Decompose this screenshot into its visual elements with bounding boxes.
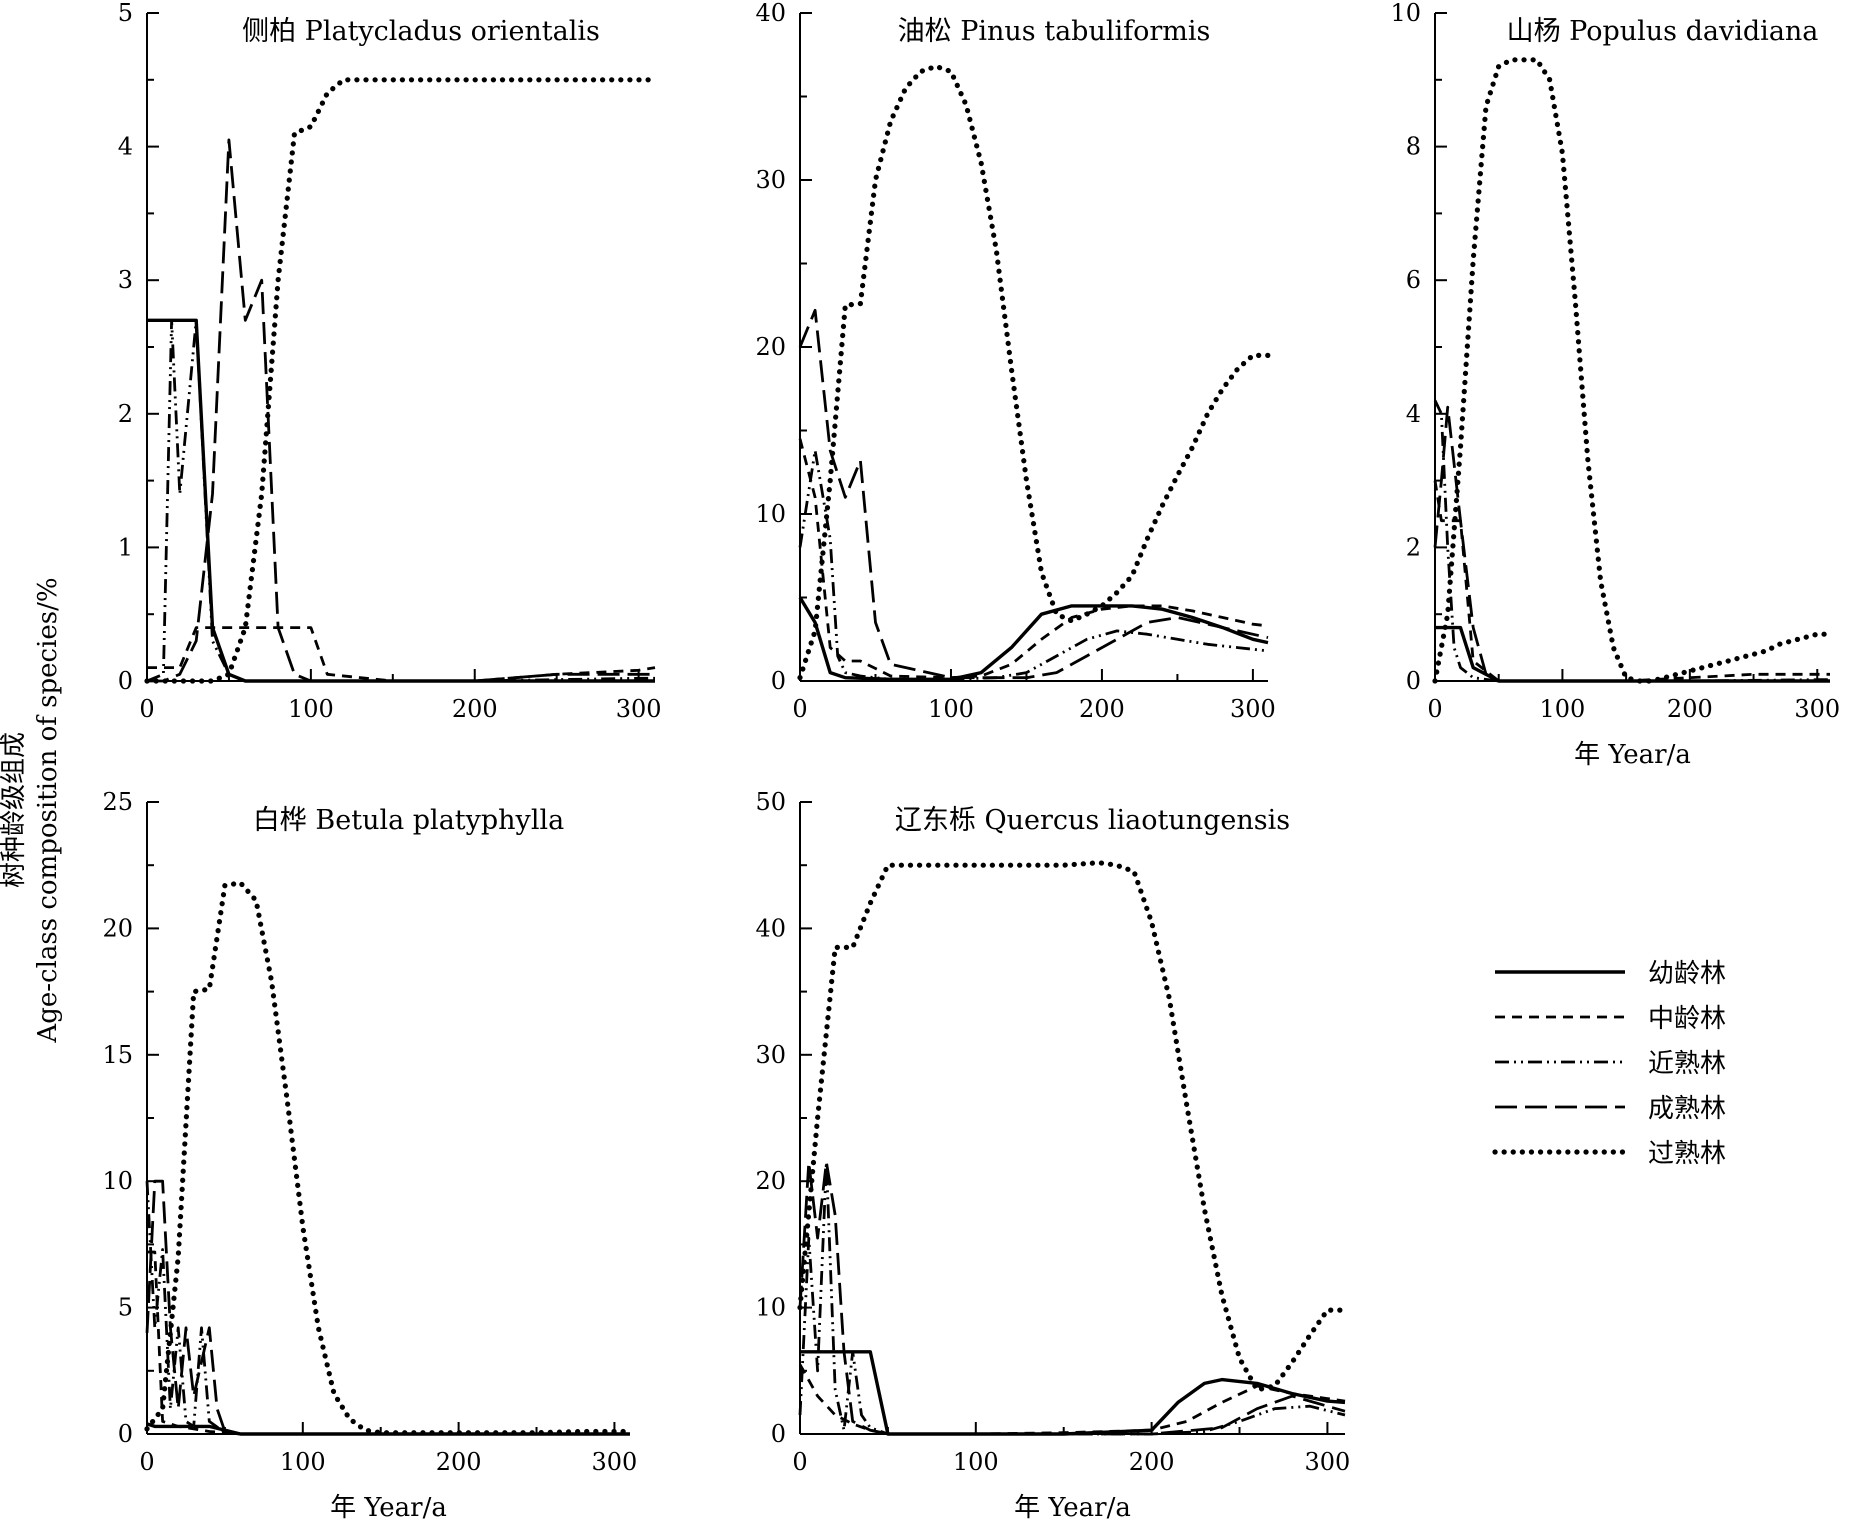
x-tick-label: 0	[139, 695, 154, 723]
y-tick-label: 15	[102, 1041, 133, 1069]
y-tick-label: 40	[755, 914, 786, 942]
legend-item: 成熟林	[1495, 1094, 1726, 1124]
y-tick-label: 0	[771, 667, 786, 695]
y-tick-label: 40	[755, 0, 786, 27]
y-tick-label: 10	[1390, 0, 1421, 27]
y-tick-label: 4	[1406, 400, 1421, 428]
y-tick-label: 20	[102, 914, 133, 942]
legend-label: 幼龄林	[1648, 959, 1726, 989]
y-tick-label: 10	[102, 1167, 133, 1195]
y-tick-label: 2	[118, 400, 133, 428]
y-tick-label: 10	[755, 1294, 786, 1322]
y-tick-label: 30	[755, 1041, 786, 1069]
x-tick-label: 0	[792, 1448, 807, 1476]
x-tick-label: 200	[1079, 695, 1125, 723]
chart-panel-1: 0 1 2 3 4 5 0 100 200 300 侧柏 Platycladus orientali…	[118, 0, 662, 723]
series-line-middle	[798, 1363, 1346, 1436]
y-tick-label: 3	[118, 266, 133, 294]
y-tick-label: 0	[118, 1420, 133, 1448]
series-line-middle	[147, 1250, 630, 1436]
y-axis-title-en: Age-class composition of species/%	[33, 577, 63, 1043]
panel-title: 辽东栎 Quercus liaotungensis	[895, 805, 1290, 836]
series-line-mature	[145, 1179, 630, 1436]
chart-panel-4: 0 5 10 15 20 25 0 100 200 300 白桦 Betula platyphyll…	[102, 788, 637, 1523]
y-axis-title-cn: 树种龄级组成	[0, 732, 29, 888]
x-tick-label: 200	[1129, 1448, 1175, 1476]
x-tick-label: 300	[1305, 1448, 1351, 1476]
chart-panel-5: 0 10 20 30 40 50 0 100 200 300 辽东栎 Quercus liaotun…	[755, 788, 1350, 1523]
series-line-near-mature	[145, 1181, 630, 1436]
x-axis-title: 年 Year/a	[330, 1493, 447, 1523]
x-tick-label: 100	[280, 1448, 326, 1476]
x-tick-label: 100	[928, 695, 974, 723]
y-tick-label: 20	[755, 1167, 786, 1195]
y-tick-label: 50	[755, 788, 786, 816]
y-tick-label: 4	[118, 133, 133, 161]
x-tick-label: 200	[1667, 695, 1713, 723]
series-line-near-mature	[1433, 399, 1830, 683]
y-tick-label: 1	[118, 533, 133, 561]
x-tick-label: 200	[436, 1448, 482, 1476]
x-tick-label: 0	[792, 695, 807, 723]
y-tick-label: 0	[771, 1420, 786, 1448]
legend-item: 中龄林	[1495, 1004, 1726, 1034]
series-line-near-mature	[798, 1160, 1346, 1436]
panel-title: 山杨 Populus davidiana	[1507, 16, 1819, 47]
chart-panel-2: 0 10 20 30 40 0 100 200 300 油松 Pinus tabuliformis	[755, 0, 1275, 723]
y-tick-label: 5	[118, 0, 133, 27]
x-tick-label: 0	[139, 1448, 154, 1476]
y-tick-label: 10	[755, 500, 786, 528]
legend-item: 过熟林	[1492, 1139, 1726, 1169]
series-line-young	[1435, 625, 1830, 683]
x-tick-label: 100	[953, 1448, 999, 1476]
panel-title: 侧柏 Platycladus orientalis	[242, 16, 600, 47]
x-tick-label: 300	[592, 1448, 638, 1476]
legend-label: 成熟林	[1648, 1094, 1726, 1124]
series-line-near-mature	[146, 318, 655, 683]
legend-item: 幼龄林	[1495, 959, 1726, 989]
x-tick-label: 200	[452, 695, 498, 723]
series-line-mature	[798, 1160, 1346, 1436]
legend-label: 过熟林	[1648, 1139, 1726, 1169]
series-line-over-mature	[144, 77, 658, 684]
series-line-over-mature	[797, 63, 1271, 681]
x-tick-label: 0	[1427, 695, 1442, 723]
panel-title: 油松 Pinus tabuliformis	[898, 16, 1211, 47]
series-line-over-mature	[797, 860, 1348, 1393]
series-line-mature	[1433, 405, 1830, 683]
series-line-middle	[1433, 480, 1830, 683]
y-tick-label: 25	[102, 788, 133, 816]
series-line-over-mature	[144, 880, 633, 1436]
series-line-mature	[147, 138, 655, 683]
legend-label: 中龄林	[1648, 1004, 1726, 1034]
y-tick-label: 6	[1406, 266, 1421, 294]
y-tick-label: 0	[1406, 667, 1421, 695]
x-tick-label: 300	[616, 695, 662, 723]
y-tick-label: 30	[755, 166, 786, 194]
x-axis-title: 年 Year/a	[1574, 740, 1691, 770]
x-tick-label: 100	[288, 695, 334, 723]
series-line-mature	[798, 308, 1269, 680]
y-tick-label: 2	[1406, 533, 1421, 561]
y-tick-label: 0	[118, 667, 133, 695]
series-line-young	[800, 1350, 1346, 1436]
legend-label: 近熟林	[1648, 1049, 1726, 1079]
legend-item: 近熟林	[1495, 1049, 1726, 1079]
x-tick-label: 100	[1540, 695, 1586, 723]
x-tick-label: 300	[1230, 695, 1276, 723]
panel-title: 白桦 Betula platyphylla	[253, 805, 564, 836]
series-line-middle	[798, 438, 1269, 680]
y-tick-label: 5	[118, 1294, 133, 1322]
y-tick-label: 20	[755, 333, 786, 361]
x-tick-label: 300	[1794, 695, 1840, 723]
y-tick-label: 8	[1406, 133, 1421, 161]
series-line-over-mature	[1432, 57, 1833, 684]
series-line-young	[798, 596, 1269, 681]
x-axis-title: 年 Year/a	[1014, 1493, 1131, 1523]
